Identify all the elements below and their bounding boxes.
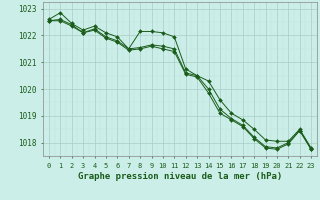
- X-axis label: Graphe pression niveau de la mer (hPa): Graphe pression niveau de la mer (hPa): [78, 172, 282, 181]
